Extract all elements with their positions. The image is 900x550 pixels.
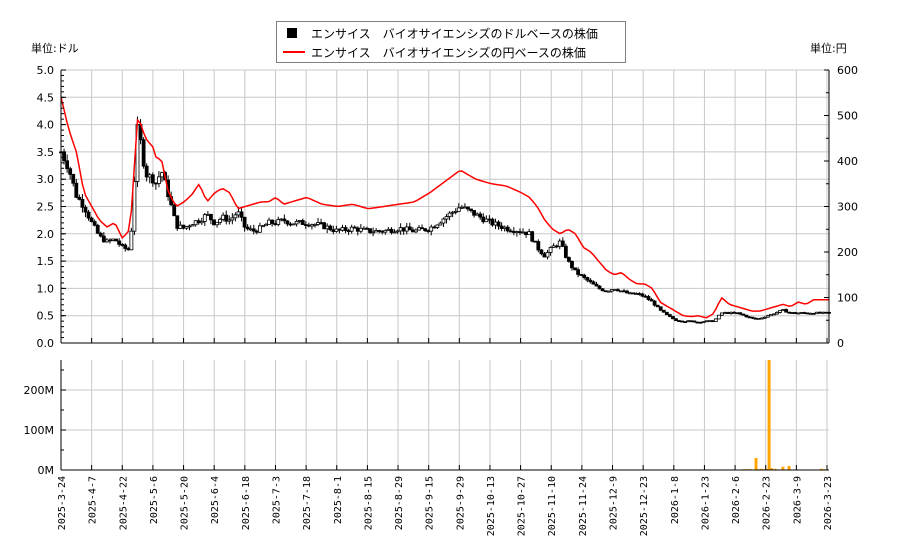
- svg-text:200M: 200M: [24, 384, 55, 397]
- svg-text:2025-9-15: 2025-9-15: [425, 476, 436, 530]
- svg-text:2025-4-7: 2025-4-7: [88, 476, 99, 524]
- legend-item-jpy: エンサイス バイオサイエンシズの円ベースの株価: [283, 43, 586, 61]
- svg-text:2026-3-23: 2026-3-23: [823, 476, 834, 530]
- svg-text:100M: 100M: [24, 424, 55, 437]
- svg-text:100: 100: [837, 292, 858, 305]
- svg-text:2025-11-24: 2025-11-24: [578, 476, 589, 536]
- svg-text:2026-1-23: 2026-1-23: [700, 476, 711, 530]
- svg-text:2025-5-6: 2025-5-6: [149, 476, 160, 524]
- volume-bars: [742, 360, 826, 470]
- volume-grid: [60, 360, 829, 470]
- svg-text:2025-6-18: 2025-6-18: [241, 476, 252, 530]
- svg-text:2025-7-3: 2025-7-3: [271, 476, 282, 524]
- svg-text:2025-3-24: 2025-3-24: [57, 476, 68, 530]
- svg-text:2.5: 2.5: [37, 201, 55, 214]
- svg-text:2025-11-10: 2025-11-10: [547, 476, 558, 536]
- axes: [60, 69, 830, 471]
- svg-text:2025-10-27: 2025-10-27: [517, 476, 528, 536]
- svg-text:2025-12-23: 2025-12-23: [639, 476, 650, 536]
- svg-text:300: 300: [837, 201, 858, 214]
- svg-text:4.5: 4.5: [37, 91, 55, 104]
- left-axis-unit-label: 単位:ドル: [31, 42, 79, 55]
- svg-text:2025-7-18: 2025-7-18: [302, 476, 313, 530]
- svg-text:2025-8-1: 2025-8-1: [333, 476, 344, 524]
- svg-text:2026-1-8: 2026-1-8: [670, 476, 681, 524]
- svg-text:4.0: 4.0: [37, 119, 55, 132]
- chart-legend: エンサイス バイオサイエンシズのドルベースの株価 エンサイス バイオサイエンシズ…: [276, 21, 626, 63]
- legend-label-jpy: エンサイス バイオサイエンシズの円ベースの株価: [311, 45, 586, 60]
- svg-text:2025-8-29: 2025-8-29: [394, 476, 405, 530]
- svg-text:5.0: 5.0: [37, 64, 55, 77]
- svg-text:1.5: 1.5: [37, 255, 55, 268]
- black-square-icon: [287, 28, 297, 38]
- svg-text:2026-2-6: 2026-2-6: [731, 476, 742, 524]
- svg-text:2025-9-29: 2025-9-29: [455, 476, 466, 530]
- svg-text:500: 500: [837, 110, 858, 123]
- right-axis-unit-label: 単位:円: [810, 42, 847, 55]
- svg-text:200: 200: [837, 246, 858, 259]
- svg-text:3.5: 3.5: [37, 146, 55, 159]
- svg-text:2026-2-23: 2026-2-23: [762, 476, 773, 530]
- legend-label-usd: エンサイス バイオサイエンシズのドルベースの株価: [311, 26, 598, 41]
- svg-text:2025-4-22: 2025-4-22: [118, 476, 129, 530]
- svg-text:2025-10-13: 2025-10-13: [486, 476, 497, 536]
- svg-text:0.0: 0.0: [37, 337, 55, 350]
- svg-text:2025-12-9: 2025-12-9: [609, 476, 620, 530]
- legend-item-usd: エンサイス バイオサイエンシズのドルベースの株価: [283, 24, 598, 42]
- svg-text:2.0: 2.0: [37, 228, 55, 241]
- usd-candlestick-series: [59, 116, 831, 324]
- svg-text:400: 400: [837, 155, 858, 168]
- svg-text:0.5: 0.5: [37, 310, 55, 323]
- svg-text:2025-6-4: 2025-6-4: [210, 476, 221, 524]
- svg-text:3.0: 3.0: [37, 173, 55, 186]
- svg-text:2025-5-20: 2025-5-20: [180, 476, 191, 530]
- svg-text:0M: 0M: [38, 464, 55, 477]
- svg-text:1.0: 1.0: [37, 282, 55, 295]
- price-grid: [60, 69, 829, 344]
- svg-text:2026-3-9: 2026-3-9: [792, 476, 803, 524]
- svg-text:0: 0: [837, 337, 844, 350]
- svg-text:600: 600: [837, 64, 858, 77]
- jpy-price-line: [60, 97, 829, 319]
- axis-labels: 2025-3-24 2025-4-7 2025-4-22 2025-5-6 2025-5…: [24, 64, 859, 536]
- svg-text:2025-8-15: 2025-8-15: [363, 476, 374, 530]
- red-line-icon: [283, 51, 305, 53]
